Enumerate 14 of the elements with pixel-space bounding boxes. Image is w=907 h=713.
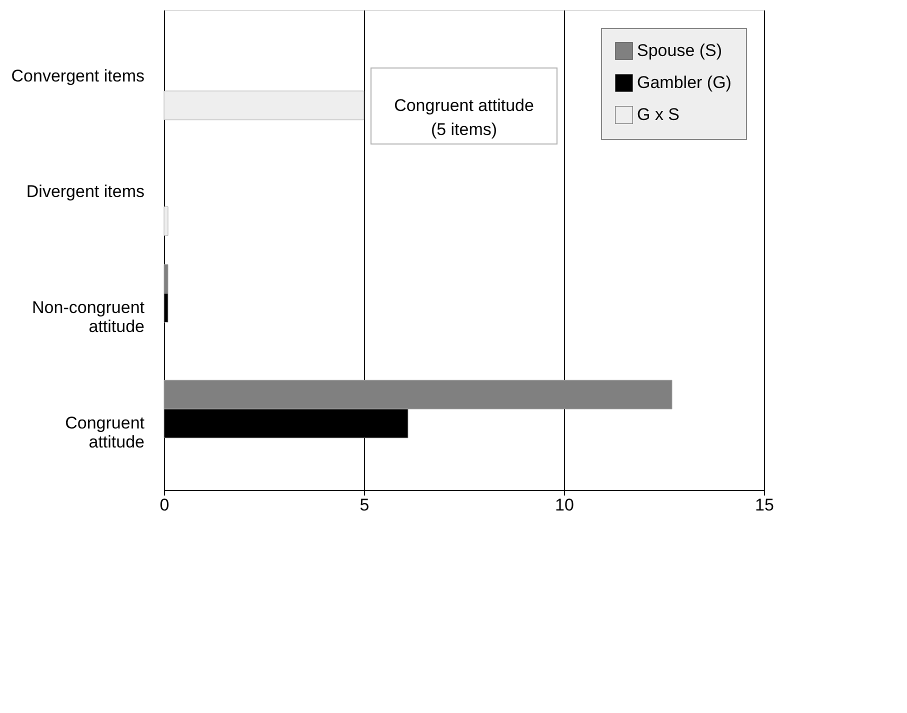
x-tick-label: 15 xyxy=(755,496,774,514)
x-tick-label: 0 xyxy=(160,496,170,514)
bar xyxy=(164,206,168,236)
bar xyxy=(164,90,364,120)
x-tick-label: 5 xyxy=(360,496,370,514)
x-tick-label: 10 xyxy=(555,496,574,514)
legend-label: Spouse (S) xyxy=(637,41,722,60)
y-tick-label: Divergent items xyxy=(26,182,144,202)
legend-label: Gambler (G) xyxy=(637,73,732,92)
y-tick-label: Non-congruent attitude xyxy=(32,298,145,336)
y-tick-label: Convergent items xyxy=(11,66,144,86)
annotation: Congruent attitude (5 items) xyxy=(394,96,534,139)
legend-label: G x S xyxy=(637,105,680,124)
y-tick-label: Congruent attitude xyxy=(65,413,145,452)
